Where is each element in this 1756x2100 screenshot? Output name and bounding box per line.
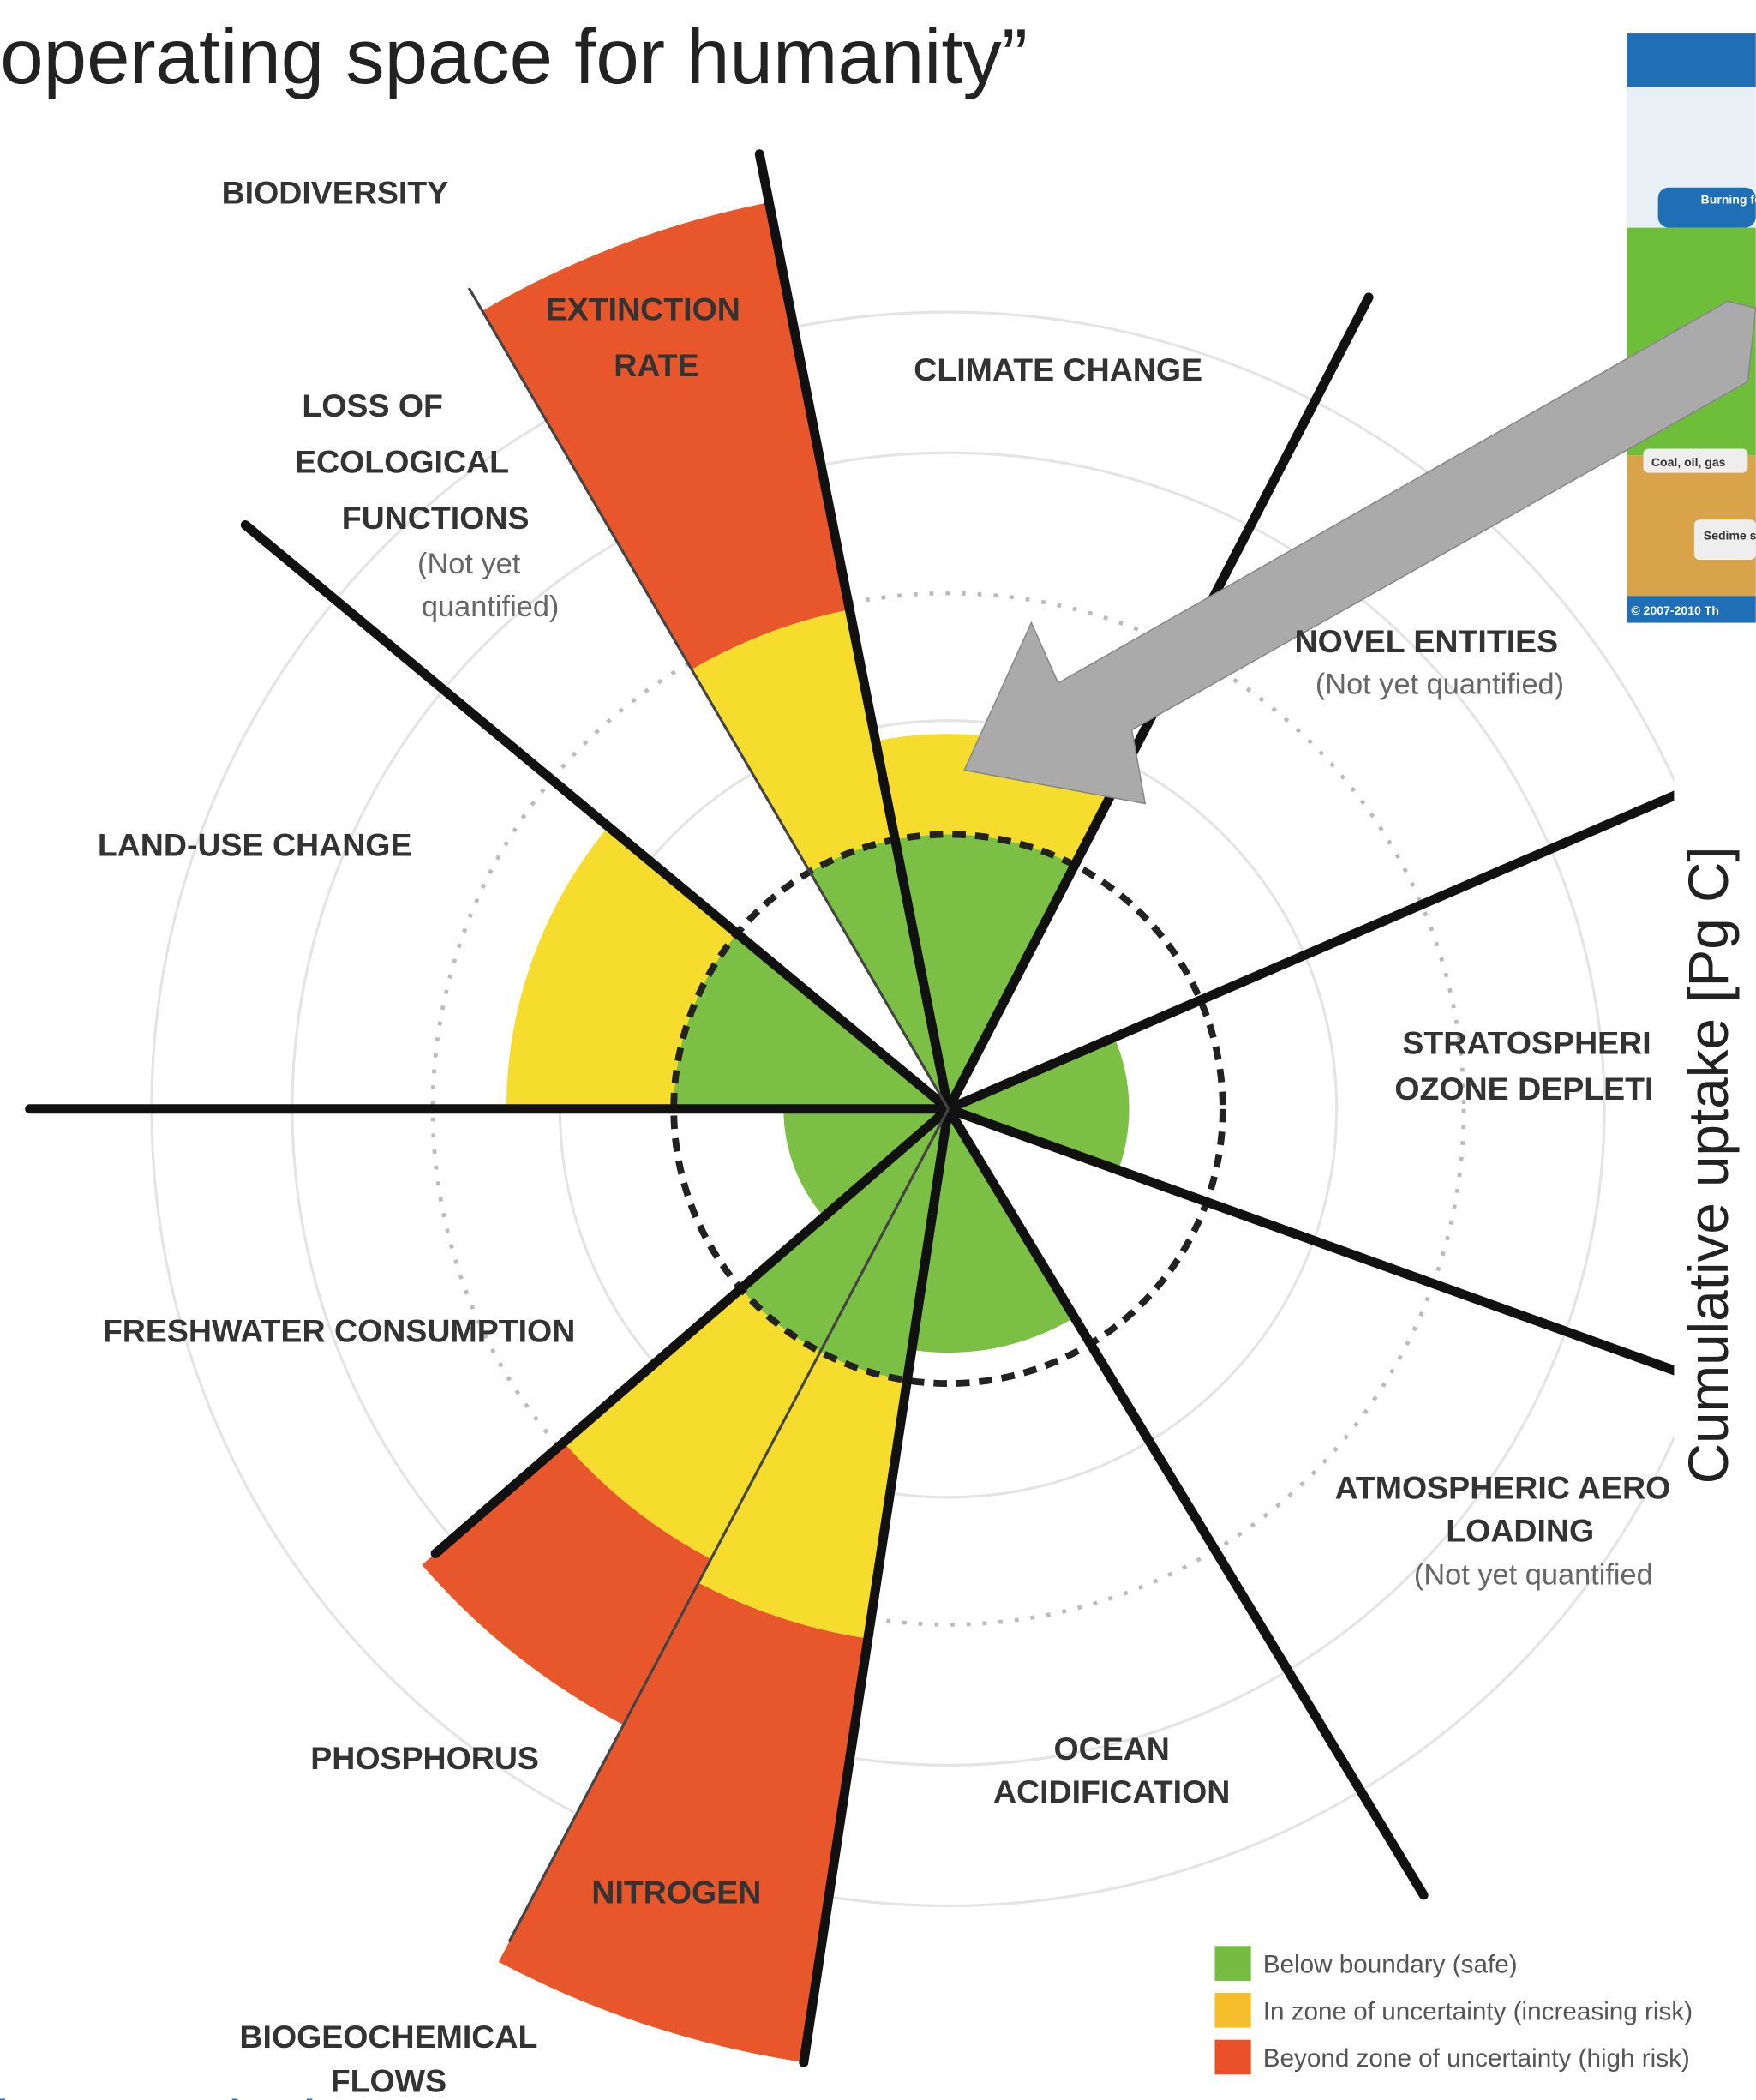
label: ACIDIFICATION bbox=[993, 1773, 1230, 1809]
sub-line bbox=[467, 287, 950, 1110]
inset-text: Coal, oil, gas bbox=[1651, 455, 1726, 469]
label: FRESHWATER CONSUMPTION bbox=[103, 1313, 575, 1349]
label: LOADING bbox=[1446, 1512, 1594, 1548]
label: NITROGEN bbox=[591, 1874, 761, 1910]
wedge-band bbox=[948, 1037, 1130, 1171]
legend-label: Beyond zone of uncertainty (high risk) bbox=[1263, 2044, 1690, 2073]
legend-label: In zone of uncertainty (increasing risk) bbox=[1263, 1997, 1693, 2025]
legend-swatch bbox=[1214, 1993, 1251, 2028]
label: OCEAN bbox=[1053, 1731, 1169, 1767]
wedge-band bbox=[740, 1108, 949, 1353]
inset-text: Burning fossil fue bbox=[1701, 192, 1756, 206]
legend-swatch bbox=[1214, 1946, 1251, 1981]
legend-label: Below boundary (safe) bbox=[1263, 1951, 1518, 1979]
wedge-band bbox=[482, 202, 850, 670]
legend: Below boundary (safe) In zone of uncerta… bbox=[1214, 1946, 1693, 2075]
label: ATMOSPHERIC AERO bbox=[1335, 1469, 1671, 1505]
label: (Not yet bbox=[417, 548, 521, 580]
label: OZONE DEPLETI bbox=[1394, 1071, 1653, 1107]
inset-text: Sedime sedimen bbox=[1704, 529, 1756, 543]
label: CLIMATE CHANGE bbox=[914, 351, 1202, 387]
wedge-band bbox=[422, 1442, 711, 1725]
axis-label: Cumulative uptake [Pg C] bbox=[1677, 846, 1740, 1484]
boundary-line bbox=[944, 788, 1686, 1114]
wedge-band bbox=[498, 1582, 869, 2063]
label: PHOSPHORUS bbox=[310, 1740, 539, 1776]
citation: lster and Klaus 2015 bbox=[0, 2087, 576, 2100]
label: (Not yet quantified) bbox=[1316, 668, 1564, 700]
inset-text: © 2007-2010 Th bbox=[1631, 603, 1719, 617]
inset-tag bbox=[1693, 519, 1756, 561]
label: LOSS OF bbox=[302, 387, 443, 423]
label: RATE bbox=[614, 347, 698, 383]
label: quantified) bbox=[422, 591, 559, 623]
wedge-band bbox=[698, 1352, 908, 1639]
labels: BIODIVERSITY EXTINCTION RATE CLIMATE CHA… bbox=[98, 174, 1670, 2098]
legend-swatch bbox=[1214, 2039, 1251, 2075]
boundary-line bbox=[754, 149, 953, 1114]
inset-header bbox=[1627, 33, 1756, 87]
boundary-ring bbox=[670, 831, 1226, 1387]
label: BIODIVERSITY bbox=[222, 174, 449, 210]
boundaries-diagram bbox=[25, 149, 1747, 2067]
inset-footer bbox=[1627, 596, 1756, 623]
boundary-line bbox=[944, 1104, 1686, 1378]
wedge-band bbox=[912, 1108, 1075, 1353]
side-bg bbox=[1674, 629, 1756, 1635]
boundary-line bbox=[944, 1104, 1429, 1900]
label: (Not yet quantified bbox=[1414, 1558, 1653, 1591]
label: FUNCTIONS bbox=[342, 500, 530, 536]
boundary-line bbox=[430, 1104, 953, 1558]
label: BIOGEOCHEMICAL bbox=[239, 2019, 537, 2055]
wedge-band bbox=[674, 933, 949, 1109]
sub-line bbox=[507, 1108, 950, 1943]
wedge-band bbox=[783, 1108, 949, 1217]
label: FLOWS bbox=[331, 2063, 446, 2099]
label: EXTINCTION bbox=[546, 291, 740, 327]
wedge-band bbox=[563, 1288, 821, 1559]
uncertainty-ring bbox=[430, 591, 1466, 1627]
boundary-line bbox=[240, 520, 953, 1114]
inset-tag bbox=[1643, 448, 1748, 473]
slide-title: operating space for humanity” bbox=[0, 14, 1028, 100]
label: NOVEL ENTITIES bbox=[1294, 623, 1558, 659]
wedge-band bbox=[691, 609, 896, 873]
wedge-band bbox=[895, 834, 1075, 1109]
wedge-band bbox=[809, 839, 949, 1109]
inset-tag bbox=[1657, 187, 1756, 228]
boundary-line bbox=[799, 1104, 953, 2067]
wedge-band bbox=[506, 826, 738, 1109]
label: LAND-USE CHANGE bbox=[98, 826, 412, 862]
label: STRATOSPHERI bbox=[1402, 1025, 1651, 1061]
label: ECOLOGICAL bbox=[295, 444, 509, 480]
arrow bbox=[963, 300, 1756, 805]
